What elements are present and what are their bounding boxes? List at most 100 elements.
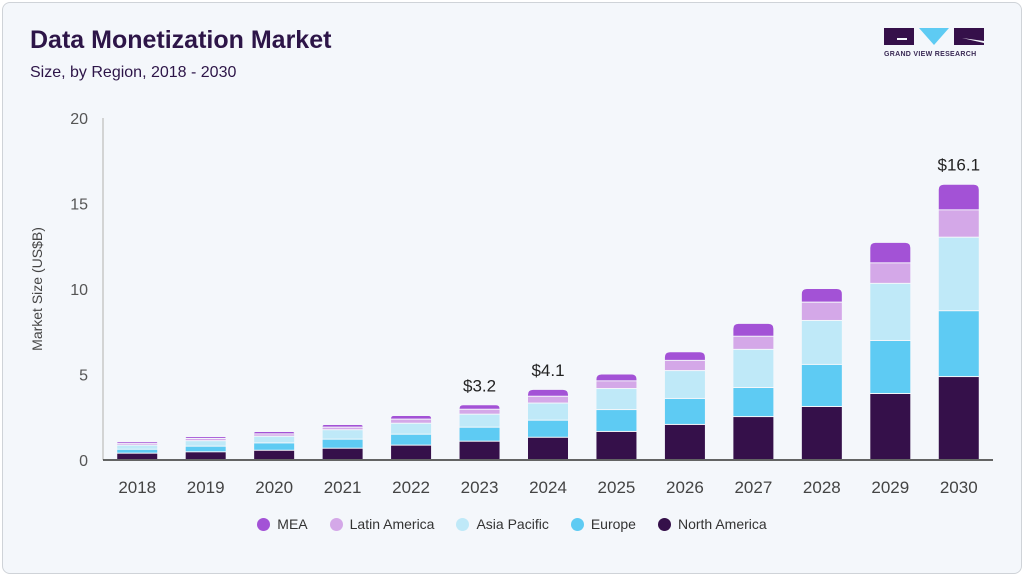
bar-segment-asia-pacific	[938, 237, 979, 311]
bar-segment-asia-pacific	[117, 445, 158, 449]
bar-segment-europe	[254, 443, 295, 450]
x-tick-label: 2023	[461, 478, 499, 497]
legend-item-latin-america[interactable]: Latin America	[329, 516, 435, 532]
legend-swatch	[329, 517, 343, 531]
legend-label: Latin America	[349, 516, 435, 532]
bar-segment-latin-america	[801, 302, 842, 320]
x-tick-label: 2026	[666, 478, 704, 497]
x-tick-label: 2025	[598, 478, 636, 497]
bar-segment-north-america	[870, 393, 911, 459]
legend-swatch	[657, 517, 671, 531]
legend-item-asia-pacific[interactable]: Asia Pacific	[456, 516, 549, 532]
x-tick-label: 2029	[871, 478, 909, 497]
bar-segment-asia-pacific	[664, 371, 705, 398]
bar-segment-mea	[117, 442, 158, 443]
bar-segment-mea	[185, 437, 226, 438]
legend-item-mea[interactable]: MEA	[257, 516, 308, 532]
bar-segment-mea	[459, 405, 500, 409]
bar-segment-latin-america	[322, 427, 363, 430]
bar-segment-latin-america	[117, 443, 158, 445]
bar-segment-north-america	[254, 450, 295, 459]
bar-segment-asia-pacific	[391, 423, 432, 434]
y-tick-label: 5	[79, 368, 88, 385]
legend-swatch	[257, 517, 271, 531]
x-tick-label: 2020	[255, 478, 293, 497]
y-axis-label: Market Size (US$B)	[29, 227, 45, 351]
bar-segment-north-america	[322, 448, 363, 459]
logo-text: GRAND VIEW RESEARCH	[884, 51, 977, 58]
bar-segment-north-america	[938, 377, 979, 459]
legend-item-north-america[interactable]: North America	[657, 516, 767, 532]
bar-segment-north-america	[459, 441, 500, 459]
bar-segment-north-america	[596, 431, 637, 459]
legend-swatch	[570, 517, 584, 531]
bar-segment-north-america	[528, 437, 568, 459]
bar-segment-latin-america	[254, 434, 295, 436]
bar-segment-latin-america	[664, 360, 705, 371]
bar-segment-mea	[391, 416, 432, 419]
bar-segment-asia-pacific	[254, 436, 295, 443]
bar-segment-europe	[596, 410, 637, 431]
bar-segment-europe	[459, 427, 500, 441]
bar-segment-europe	[528, 420, 568, 437]
legend-swatch	[456, 517, 470, 531]
bar-segment-mea	[664, 352, 705, 360]
bar-segment-mea	[870, 242, 911, 263]
x-tick-label: 2019	[187, 478, 225, 497]
bar-segment-latin-america	[528, 396, 568, 403]
bar-segment-mea	[938, 184, 979, 210]
bar-segment-north-america	[117, 453, 158, 459]
x-tick-label: 2018	[118, 478, 156, 497]
legend: MEA Latin America Asia Pacific Europe North …	[0, 516, 1024, 532]
bar-segment-europe	[801, 364, 842, 406]
bar-segment-mea	[322, 424, 363, 427]
bar-segment-mea	[801, 289, 842, 302]
bar-segment-north-america	[391, 445, 432, 459]
bar-segment-europe	[870, 340, 911, 393]
y-tick-label: 10	[70, 282, 88, 299]
bar-segment-north-america	[185, 452, 226, 459]
bar-segment-europe	[185, 446, 226, 452]
data-label: $4.1	[531, 361, 564, 380]
bar-segment-latin-america	[870, 263, 911, 283]
chart-subtitle: Size, by Region, 2018 - 2030	[30, 64, 237, 81]
x-tick-label: 2027	[734, 478, 772, 497]
x-tick-label: 2028	[803, 478, 841, 497]
y-tick-label: 20	[70, 111, 88, 128]
bar-segment-europe	[938, 311, 979, 377]
legend-label: North America	[677, 516, 767, 532]
bar-segment-asia-pacific	[185, 441, 226, 446]
bar-segment-north-america	[664, 424, 705, 459]
bar-segment-asia-pacific	[733, 349, 774, 388]
bar-segment-asia-pacific	[459, 414, 500, 427]
legend-label: MEA	[277, 516, 308, 532]
data-label: $16.1	[937, 156, 980, 175]
data-label: $3.2	[463, 376, 496, 395]
chart-title: Data Monetization Market	[30, 26, 332, 54]
bar-segment-asia-pacific	[801, 320, 842, 364]
bar-segment-asia-pacific	[322, 430, 363, 439]
legend-label: Europe	[590, 516, 636, 532]
bar-segment-europe	[391, 434, 432, 445]
bar-segment-mea	[254, 431, 295, 434]
bar-segment-asia-pacific	[596, 389, 637, 410]
legend-item-europe[interactable]: Europe	[570, 516, 636, 532]
x-tick-label: 2022	[392, 478, 430, 497]
bar-segment-latin-america	[596, 381, 637, 389]
bar-segment-mea	[596, 374, 637, 381]
bar-segment-latin-america	[938, 210, 979, 237]
bar-segment-latin-america	[391, 419, 432, 423]
bar-segment-asia-pacific	[870, 283, 911, 340]
bar-segment-asia-pacific	[528, 403, 568, 420]
legend-label: Asia Pacific	[476, 516, 549, 532]
bar-segment-europe	[733, 388, 774, 417]
bar-segment-mea	[528, 389, 568, 396]
grand-view-research-logo	[884, 28, 984, 45]
bar-segment-latin-america	[733, 336, 774, 349]
x-tick-label: 2024	[529, 478, 567, 497]
y-tick-label: 0	[79, 453, 88, 470]
bar-segment-mea	[733, 323, 774, 336]
bar-segment-latin-america	[185, 438, 226, 441]
